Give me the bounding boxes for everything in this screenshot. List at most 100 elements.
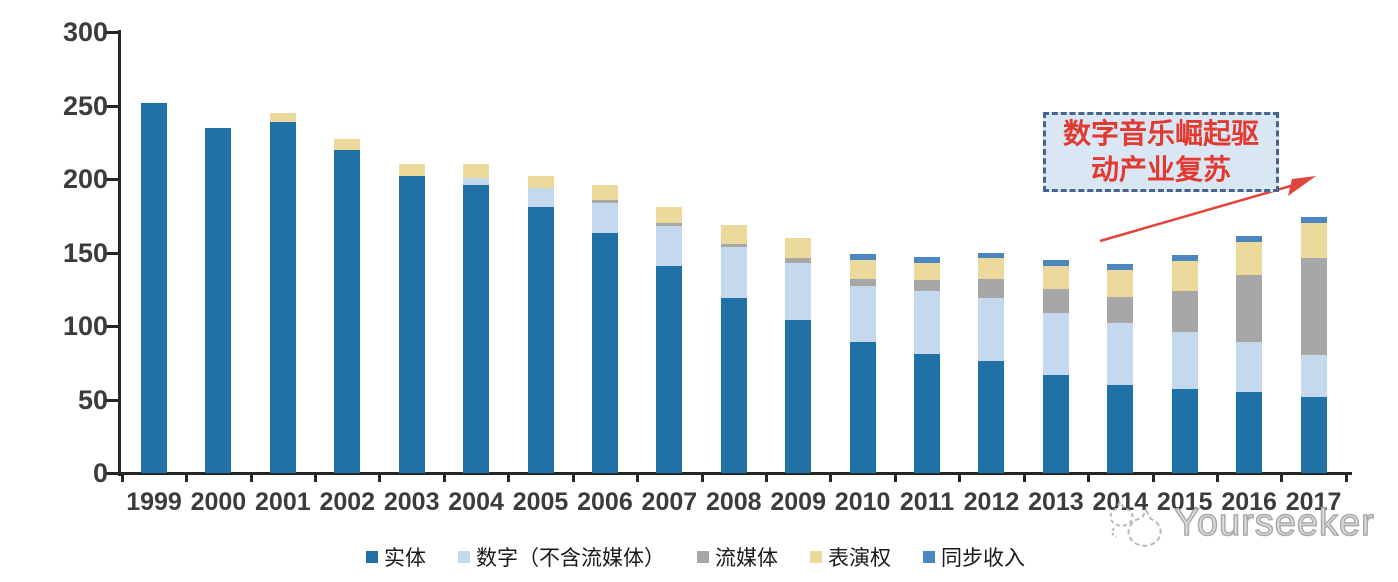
y-axis-tick bbox=[106, 31, 118, 34]
x-axis-year-label: 2010 bbox=[834, 488, 891, 516]
x-axis-tick bbox=[958, 475, 962, 482]
watermark-text: Yourseeker bbox=[1173, 501, 1375, 545]
x-axis-tick bbox=[120, 475, 124, 482]
bar-2014-performance bbox=[1107, 270, 1134, 297]
bar-2011-performance bbox=[914, 262, 941, 281]
bar-2015-physical bbox=[1171, 389, 1198, 473]
bar-2008-performance bbox=[720, 224, 747, 244]
x-axis-tick bbox=[829, 475, 833, 482]
legend-item-streaming: 流媒体 bbox=[697, 542, 778, 572]
x-axis-year-label: 2006 bbox=[577, 488, 633, 516]
bar-2011-digital bbox=[914, 290, 941, 354]
bar-2007-digital bbox=[656, 226, 683, 266]
x-axis-year-label: 2001 bbox=[255, 488, 311, 516]
bar-2005-performance bbox=[527, 176, 554, 188]
x-axis-tick bbox=[764, 475, 768, 482]
bar-2011-streaming bbox=[914, 280, 941, 291]
bar-2011 bbox=[914, 256, 941, 473]
bar-2004 bbox=[463, 164, 490, 473]
bar-2013-performance bbox=[1042, 265, 1069, 290]
legend-swatch-sync bbox=[923, 551, 935, 563]
x-axis-year-label: 2017 bbox=[1285, 488, 1342, 516]
x-axis-tick bbox=[893, 475, 897, 482]
bar-2000-physical bbox=[205, 127, 232, 473]
bar-2005-digital bbox=[527, 187, 554, 207]
x-axis-tick bbox=[314, 475, 318, 482]
legend-swatch-streaming bbox=[697, 551, 709, 563]
bar-2016-performance bbox=[1236, 242, 1263, 275]
y-axis-tick bbox=[106, 398, 118, 402]
x-axis-year-label: 2000 bbox=[190, 488, 247, 516]
bar-2017-streaming bbox=[1300, 258, 1327, 356]
bar-2001-physical bbox=[269, 121, 296, 473]
y-axis-tick bbox=[106, 104, 118, 108]
legend-swatch-physical bbox=[366, 551, 378, 563]
bar-2014 bbox=[1107, 264, 1134, 473]
bar-2008-digital bbox=[720, 246, 747, 299]
bar-2010-performance bbox=[849, 259, 876, 280]
bar-2010-digital bbox=[849, 286, 876, 343]
legend-item-physical: 实体 bbox=[366, 542, 426, 572]
x-axis-year-label: 2015 bbox=[1156, 488, 1213, 516]
bar-2001-performance bbox=[269, 112, 296, 122]
bar-1999-physical bbox=[141, 102, 167, 473]
bar-2014-streaming bbox=[1107, 296, 1134, 324]
x-axis-year-label: 2004 bbox=[448, 488, 504, 516]
bar-2010-physical bbox=[849, 342, 876, 473]
x-axis-tick bbox=[1280, 475, 1284, 482]
x-axis-tick bbox=[1151, 475, 1155, 482]
bar-2008 bbox=[720, 224, 747, 473]
bar-2006-streaming bbox=[591, 199, 618, 203]
bar-2017 bbox=[1300, 217, 1327, 473]
bar-2015-digital bbox=[1171, 331, 1198, 390]
x-axis-tick bbox=[1344, 475, 1348, 482]
y-axis-tick-label: 0 bbox=[92, 458, 108, 488]
x-axis-year-label: 1999 bbox=[126, 488, 182, 516]
y-axis-tick-label: 200 bbox=[62, 164, 108, 194]
x-axis-tick bbox=[185, 475, 189, 482]
legend-swatch-performance bbox=[810, 551, 822, 563]
bar-2006 bbox=[591, 184, 618, 473]
bar-2015-streaming bbox=[1171, 290, 1198, 332]
bar-2012-physical bbox=[978, 361, 1005, 473]
bar-2000 bbox=[205, 127, 232, 473]
x-axis-tick bbox=[249, 475, 253, 482]
annotation-callout: 数字音乐崛起驱 动产业复苏 bbox=[1043, 112, 1279, 192]
bar-2009-digital bbox=[785, 262, 812, 321]
bar-2017-performance bbox=[1300, 223, 1327, 259]
y-axis-tick bbox=[106, 251, 118, 255]
bar-2012-streaming bbox=[978, 279, 1005, 299]
bar-2003-performance bbox=[398, 164, 425, 177]
bar-2002-performance bbox=[334, 139, 361, 150]
yourseeker-logo-icon bbox=[1109, 500, 1162, 547]
bar-2012 bbox=[978, 252, 1005, 473]
bar-2015 bbox=[1171, 255, 1198, 473]
bar-2004-digital bbox=[463, 177, 490, 185]
legend-label-sync: 同步收入 bbox=[941, 547, 1025, 570]
legend-label-digital: 数字（不含流媒体） bbox=[476, 547, 665, 570]
legend-item-performance: 表演权 bbox=[810, 542, 891, 572]
bar-2006-digital bbox=[591, 202, 618, 234]
x-axis-tick bbox=[1022, 475, 1026, 482]
bar-2004-physical bbox=[463, 184, 490, 473]
y-axis-tick-label: 100 bbox=[62, 311, 108, 341]
bar-2005 bbox=[527, 176, 554, 473]
legend-label-physical: 实体 bbox=[384, 547, 426, 570]
y-axis-tick-label: 50 bbox=[77, 384, 108, 415]
y-axis-tick-label: 250 bbox=[62, 90, 108, 121]
bar-2010-sync bbox=[849, 254, 876, 260]
bar-2013-digital bbox=[1042, 312, 1069, 375]
x-axis-tick bbox=[636, 475, 640, 482]
bar-2015-performance bbox=[1171, 261, 1198, 291]
watermark: Yourseeker bbox=[1106, 498, 1375, 548]
bar-2006-performance bbox=[591, 184, 618, 200]
x-axis-tick bbox=[1215, 475, 1219, 482]
y-axis-tick bbox=[106, 325, 118, 328]
annotation-line-2: 动产业复苏 bbox=[1090, 154, 1231, 185]
x-axis-tick bbox=[442, 475, 446, 482]
bar-2007-physical bbox=[656, 265, 683, 473]
bar-2001 bbox=[269, 112, 296, 473]
bar-2009 bbox=[785, 237, 812, 473]
bar-2002-physical bbox=[334, 149, 361, 473]
